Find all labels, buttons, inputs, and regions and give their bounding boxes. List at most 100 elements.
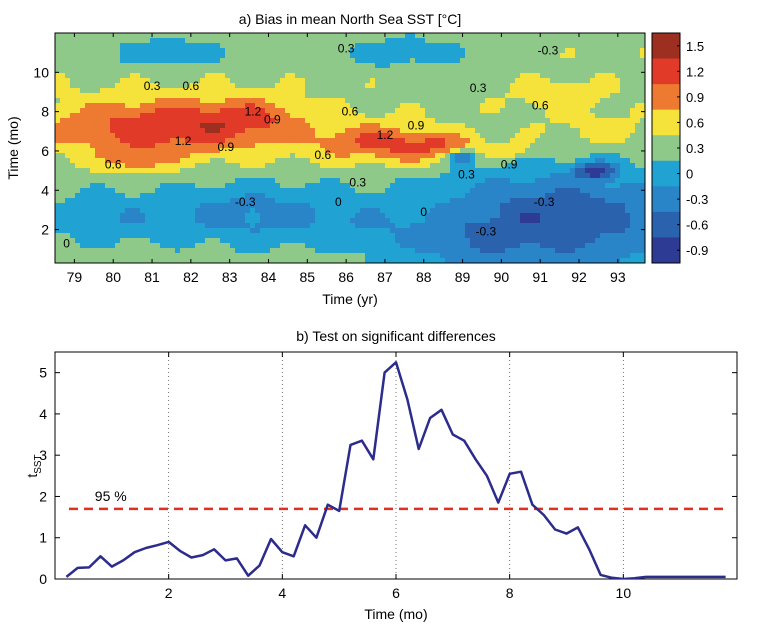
heatmap-cell	[590, 248, 596, 254]
heatmap-cell	[365, 93, 371, 99]
heatmap-cell	[260, 88, 266, 94]
heatmap-cell	[270, 253, 276, 259]
heatmap-cell	[85, 173, 91, 179]
heatmap-cell	[425, 118, 431, 124]
heatmap-cell	[155, 183, 161, 189]
heatmap-cell	[560, 253, 566, 259]
heatmap-cell	[385, 128, 391, 134]
heatmap-cell	[350, 143, 356, 149]
heatmap-cell	[475, 168, 481, 174]
heatmap-cell	[425, 88, 431, 94]
heatmap-cell	[265, 113, 271, 119]
heatmap-cell	[285, 228, 291, 234]
heatmap-cell	[335, 38, 341, 44]
heatmap-cell	[150, 48, 156, 54]
heatmap-cell	[325, 158, 331, 164]
heatmap-cell	[380, 178, 386, 184]
heatmap-cell	[380, 123, 386, 129]
heatmap-cell	[570, 183, 576, 189]
heatmap-cell	[445, 218, 451, 224]
heatmap-cell	[545, 168, 551, 174]
heatmap-cell	[70, 143, 76, 149]
heatmap-cell	[530, 68, 536, 74]
heatmap-cell	[95, 168, 101, 174]
heatmap-cell	[425, 58, 431, 64]
heatmap-cell	[475, 178, 481, 184]
heatmap-cell	[330, 158, 336, 164]
heatmap-cell	[550, 168, 556, 174]
heatmap-cell	[530, 218, 536, 224]
heatmap-cell	[490, 173, 496, 179]
heatmap-cell	[385, 103, 391, 109]
heatmap-cell	[355, 183, 361, 189]
heatmap-cell	[300, 138, 306, 144]
heatmap-cell	[475, 38, 481, 44]
heatmap-cell	[130, 183, 136, 189]
heatmap-cell	[570, 133, 576, 139]
heatmap-cell	[390, 223, 396, 229]
heatmap-cell	[325, 238, 331, 244]
heatmap-cell	[415, 238, 421, 244]
heatmap-cell	[285, 188, 291, 194]
heatmap-cell	[465, 228, 471, 234]
heatmap-cell	[165, 53, 171, 59]
heatmap-cell	[65, 118, 71, 124]
heatmap-cell	[320, 258, 326, 263]
heatmap-cell	[590, 73, 596, 79]
heatmap-cell	[500, 148, 506, 154]
heatmap-cell	[175, 128, 181, 134]
heatmap-cell	[310, 248, 316, 254]
heatmap-cell	[280, 78, 286, 84]
heatmap-cell	[550, 123, 556, 129]
heatmap-cell	[570, 193, 576, 199]
heatmap-cell	[360, 243, 366, 249]
heatmap-cell	[210, 188, 216, 194]
heatmap-cell	[465, 113, 471, 119]
heatmap-cell	[435, 33, 441, 39]
heatmap-cell	[130, 63, 136, 69]
heatmap-cell	[575, 88, 581, 94]
heatmap-cell	[375, 178, 381, 184]
heatmap-cell	[220, 158, 226, 164]
heatmap-cell	[495, 183, 501, 189]
heatmap-cell	[445, 148, 451, 154]
heatmap-cell	[500, 48, 506, 54]
heatmap-cell	[230, 198, 236, 204]
heatmap-cell	[450, 68, 456, 74]
heatmap-cell	[490, 143, 496, 149]
heatmap-cell	[255, 133, 261, 139]
heatmap-cell	[365, 133, 371, 139]
heatmap-cell	[90, 198, 96, 204]
heatmap-cell	[140, 43, 146, 49]
heatmap-cell	[150, 58, 156, 64]
heatmap-cell	[255, 243, 261, 249]
heatmap-cell	[95, 53, 101, 59]
heatmap-cell	[80, 38, 86, 44]
heatmap-cell	[90, 113, 96, 119]
heatmap-cell	[290, 148, 296, 154]
heatmap-cell	[95, 43, 101, 49]
heatmap-cell	[500, 248, 506, 254]
heatmap-cell	[485, 218, 491, 224]
heatmap-cell	[175, 118, 181, 124]
heatmap-cell	[245, 198, 251, 204]
heatmap-cell	[160, 73, 166, 79]
heatmap-cell	[145, 63, 151, 69]
heatmap-cell	[125, 213, 131, 219]
heatmap-cell	[305, 98, 311, 104]
heatmap-cell	[230, 88, 236, 94]
heatmap-cell	[485, 78, 491, 84]
heatmap-cell	[470, 153, 476, 159]
heatmap-cell	[400, 143, 406, 149]
heatmap-cell	[485, 63, 491, 69]
heatmap-cell	[495, 203, 501, 209]
heatmap-cell	[110, 108, 116, 114]
heatmap-cell	[330, 183, 336, 189]
heatmap-cell	[140, 108, 146, 114]
heatmap-cell	[325, 38, 331, 44]
heatmap-cell	[345, 128, 351, 134]
heatmap-cell	[305, 228, 311, 234]
heatmap-cell	[470, 228, 476, 234]
heatmap-cell	[115, 63, 121, 69]
heatmap-cell	[220, 88, 226, 94]
